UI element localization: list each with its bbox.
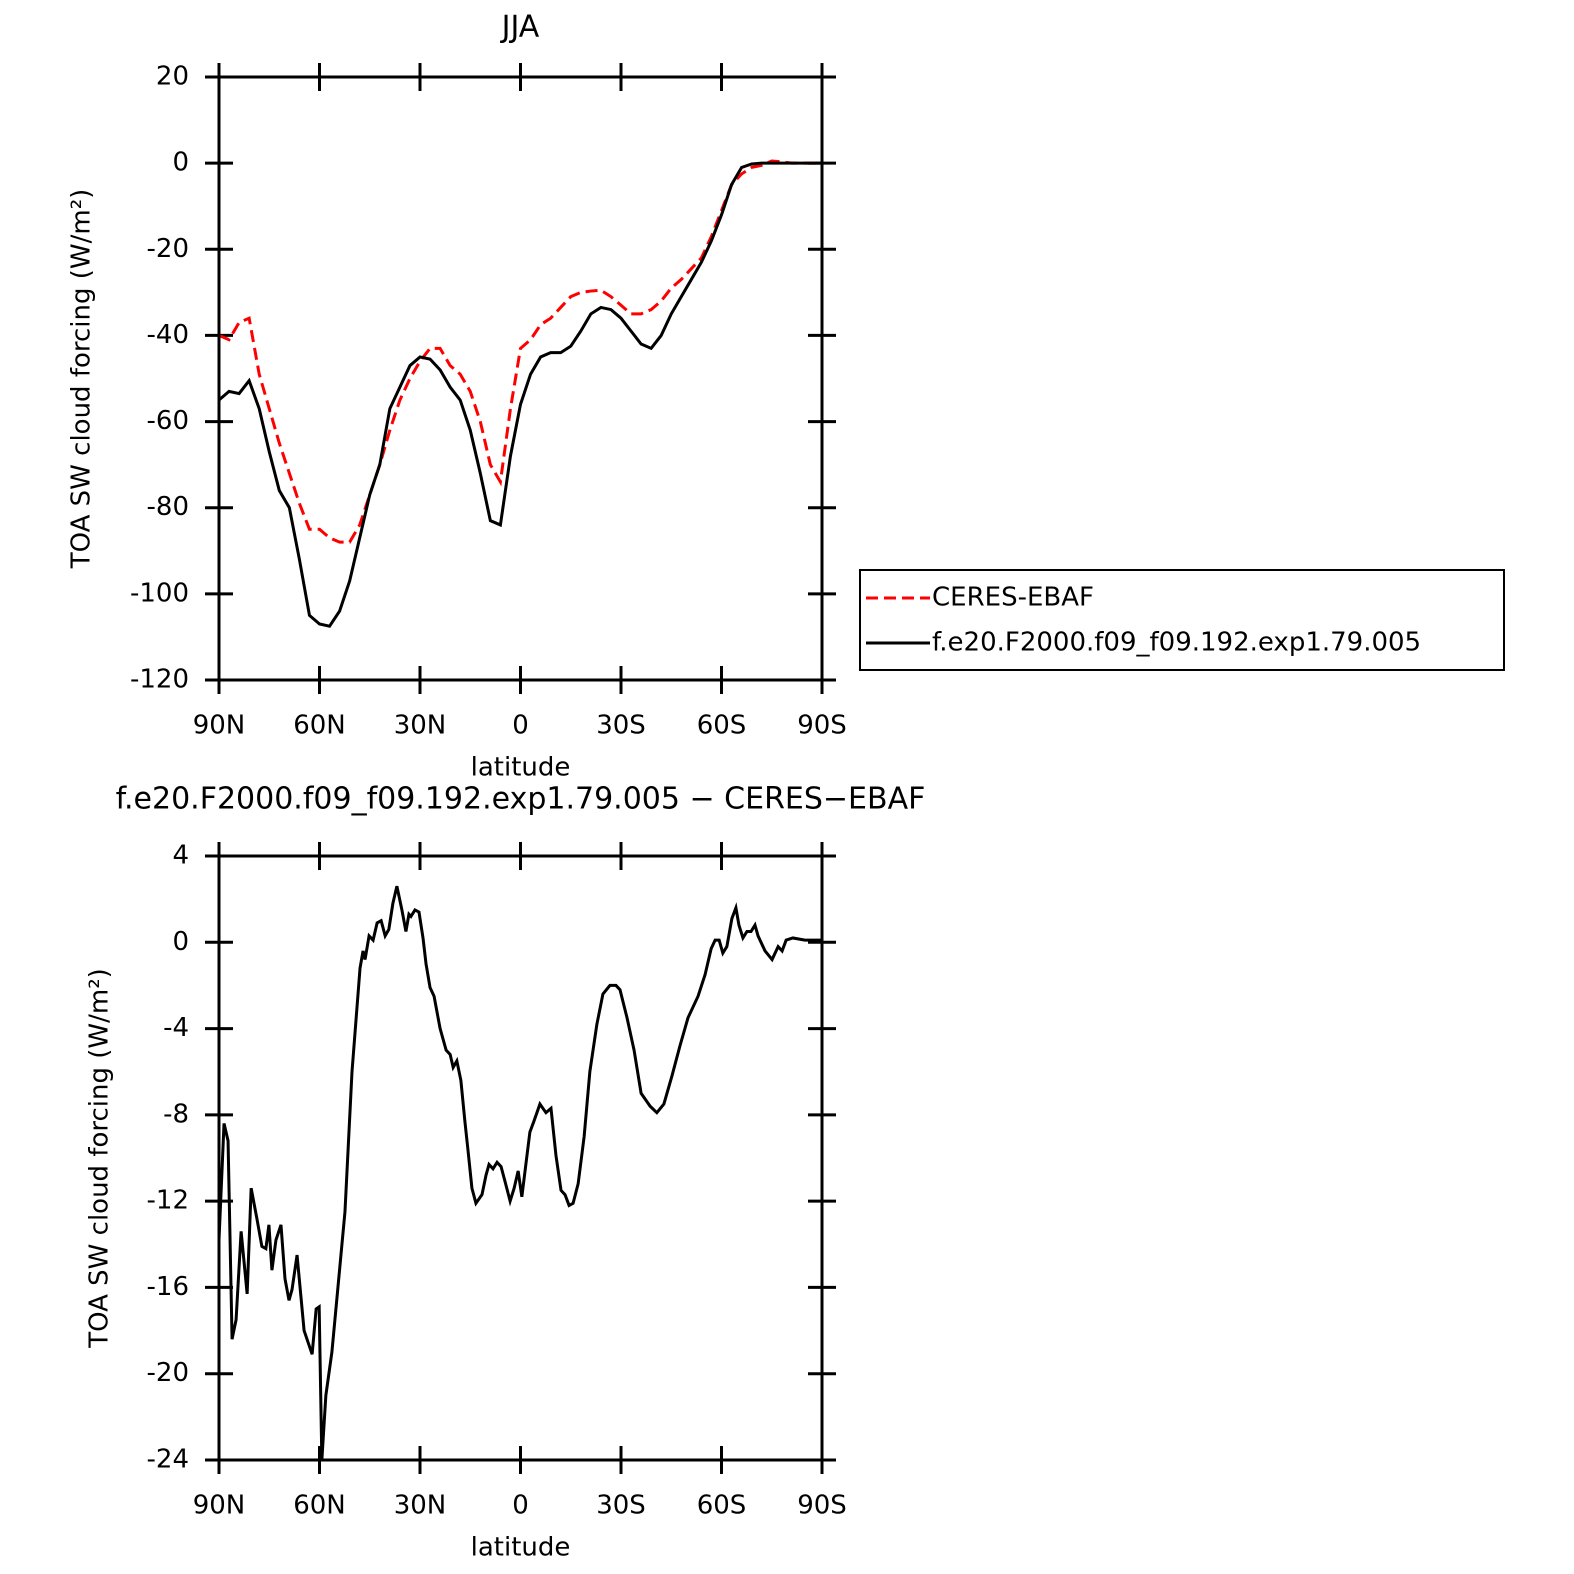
y-tick-label: 0 <box>172 927 189 957</box>
data-line <box>217 885 822 1461</box>
x-tick-label: 60N <box>293 1491 346 1521</box>
x-tick-label: 30N <box>394 711 447 741</box>
y-tick-label: -40 <box>147 320 189 350</box>
legend-label: CERES-EBAF <box>932 583 1094 613</box>
x-tick-label: 60N <box>293 711 346 741</box>
x-tick-label: 90S <box>797 1491 847 1521</box>
x-tick-label: 60S <box>697 1491 747 1521</box>
x-tick-label: 30S <box>596 711 646 741</box>
y-tick-label: -100 <box>130 578 189 608</box>
x-tick-label: 30N <box>394 1491 447 1521</box>
y-tick-label: -12 <box>147 1186 189 1216</box>
x-tick-label: 60S <box>697 711 747 741</box>
legend-label: f.e20.F2000.f09_f09.192.exp1.79.005 <box>932 628 1421 658</box>
data-line <box>218 161 822 628</box>
x-tick-label: 90S <box>797 711 847 741</box>
chart-title: JJA <box>500 10 540 45</box>
x-tick-label: 90N <box>193 711 246 741</box>
x-axis-label: latitude <box>471 1533 571 1563</box>
x-tick-label: 30S <box>596 1491 646 1521</box>
x-tick-label: 90N <box>193 1491 246 1521</box>
x-tick-label: 0 <box>512 711 529 741</box>
x-tick-label: 0 <box>512 1491 529 1521</box>
y-tick-label: -60 <box>147 406 189 436</box>
y-tick-label: -20 <box>147 1358 189 1388</box>
y-tick-label: -24 <box>147 1445 189 1475</box>
plot-frame <box>217 854 824 1462</box>
y-tick-label: -120 <box>130 665 189 695</box>
y-tick-label: -4 <box>163 1013 189 1043</box>
y-tick-label: -80 <box>147 492 189 522</box>
chart-title: f.e20.F2000.f09_f09.192.exp1.79.005 − CE… <box>116 782 926 817</box>
data-line <box>218 159 822 544</box>
y-tick-label: -16 <box>147 1272 189 1302</box>
x-axis-label: latitude <box>471 753 571 783</box>
y-tick-label: 20 <box>156 62 189 92</box>
legend-box <box>859 569 1505 671</box>
y-axis-label: TOA SW cloud forcing (W/m²) <box>67 189 97 570</box>
y-tick-label: -8 <box>163 1099 189 1129</box>
y-axis-label: TOA SW cloud forcing (W/m²) <box>85 968 115 1349</box>
y-tick-label: 4 <box>172 841 189 871</box>
y-tick-label: -20 <box>147 234 189 264</box>
y-tick-label: 0 <box>172 148 189 178</box>
plot-frame <box>217 75 824 682</box>
